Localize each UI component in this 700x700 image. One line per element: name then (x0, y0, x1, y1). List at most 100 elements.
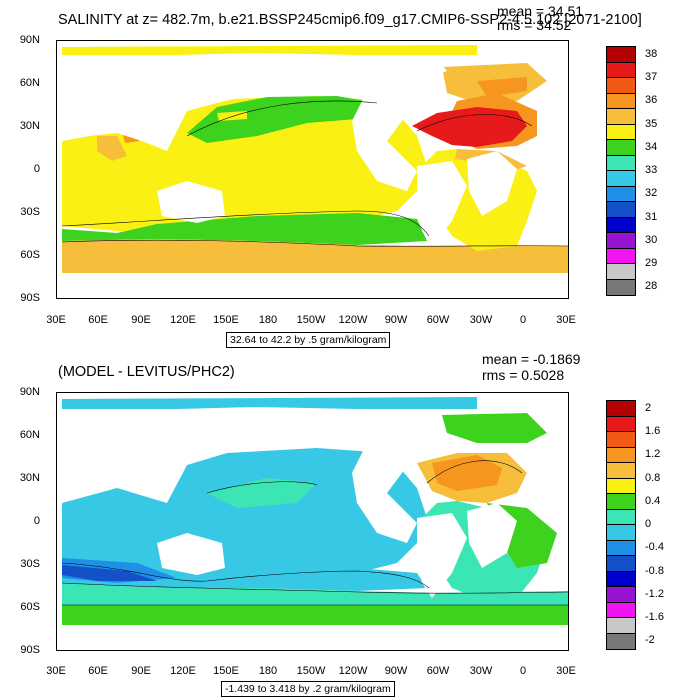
panel2-lon-label: 120W (338, 665, 368, 677)
colorbar-tick-label: 0 (645, 518, 652, 530)
panel2-map (56, 392, 569, 651)
panel2-lat-label: 60N (19, 429, 40, 441)
panel1-lon-label: 120E (170, 314, 196, 326)
colorbar-tick-label: 1.6 (645, 425, 661, 437)
colorbar-tick-label: 31 (645, 210, 658, 223)
colorbar-segment (607, 93, 635, 109)
panel2-lon-label: 120E (170, 665, 196, 677)
panel1-lat-label: 60S (20, 249, 40, 261)
colorbar-tick-label: 1.2 (645, 448, 661, 461)
panel1-lon-label: 60E (88, 314, 108, 326)
panel1-lon-label: 60W (426, 314, 450, 326)
colorbar-segment (607, 171, 635, 187)
colorbar-segment (607, 155, 635, 171)
panel2-title: (MODEL - LEVITUS/PHC2) (58, 364, 235, 380)
colorbar-segment (607, 264, 635, 280)
colorbar-segment (607, 202, 635, 218)
colorbar-segment (607, 618, 635, 634)
colorbar-tick-label: -1.2 (645, 587, 664, 600)
panel1-lat-label: 30N (19, 120, 40, 132)
colorbar-segment (607, 494, 635, 510)
panel2-lon-label: 90E (131, 665, 151, 677)
panel2-lon-label: 30W (469, 665, 493, 677)
panel2-lat-label: 30S (20, 558, 40, 570)
colorbar-segment (607, 186, 635, 202)
panel2-lon-label: 90W (384, 665, 408, 677)
panel2-lat-label: 90N (19, 386, 40, 398)
panel1-colorbar (606, 46, 636, 296)
colorbar-tick-label: -0.4 (645, 541, 664, 554)
colorbar-segment (607, 447, 635, 463)
colorbar-segment (607, 540, 635, 556)
colorbar-segment (607, 62, 635, 78)
panel1-rms: rms = 34.52 (497, 17, 572, 33)
colorbar-segment (607, 78, 635, 94)
colorbar-tick-label: 34 (645, 140, 658, 153)
panel1-lon-label: 150W (296, 314, 326, 326)
panel1-lat-label: 90S (20, 292, 40, 304)
panel2-lat-label: 30N (19, 472, 40, 484)
panel2-lon-label: 150E (213, 665, 239, 677)
colorbar-tick-label: 0.8 (645, 471, 661, 484)
colorbar-tick-label: 37 (645, 71, 658, 83)
panel1-lon-label: 30W (469, 314, 493, 326)
panel1-range-label: 32.64 to 42.2 by .5 gram/kilogram (226, 332, 391, 348)
panel2-mean: mean = -0.1869 (482, 351, 581, 367)
panel2-rms: rms = 0.5028 (482, 367, 565, 383)
panel1-lon-label: 90W (384, 314, 408, 326)
colorbar-tick-label: 2 (645, 401, 652, 414)
panel1-lat-label: 90N (19, 34, 40, 46)
colorbar-tick-label: 33 (645, 164, 658, 176)
panel1-lat-label: 0 (33, 163, 40, 175)
panel2-lon-label: 60W (426, 665, 450, 677)
colorbar-tick-label: 29 (645, 257, 658, 269)
colorbar-segment (607, 140, 635, 156)
colorbar-segment (607, 571, 635, 587)
colorbar-segment (607, 279, 635, 295)
colorbar-segment (607, 432, 635, 448)
colorbar-segment (607, 633, 635, 649)
colorbar-tick-label: 28 (645, 280, 658, 293)
panel1-salinity-field (57, 41, 568, 298)
colorbar-segment (607, 525, 635, 541)
panel1-lon-label: 120W (338, 314, 368, 326)
panel1-lat-label: 30S (20, 206, 40, 218)
panel1-lon-label: 0 (519, 314, 527, 326)
panel1-title: SALINITY at z= 482.7m, b.e21.BSSP245cmip… (58, 12, 642, 28)
colorbar-segment (607, 248, 635, 264)
colorbar-tick-label: -1.6 (645, 611, 664, 623)
colorbar-tick-label: 36 (645, 94, 658, 107)
panel1-lon-label: 30E (556, 314, 576, 326)
panel1-mean: mean = 34.51 (497, 3, 584, 19)
colorbar-segment (607, 401, 635, 417)
colorbar-segment (607, 109, 635, 125)
panel1-lon-label: 150E (213, 314, 239, 326)
panel1-map (56, 40, 569, 299)
colorbar-segment (607, 602, 635, 618)
panel2-lon-label: 180 (258, 665, 278, 677)
panel2-difference-field (57, 393, 568, 650)
panel2-lon-label: 150W (296, 665, 326, 677)
panel2-colorbar (606, 400, 636, 650)
panel1-lon-label: 30E (46, 314, 66, 326)
panel2-lon-label: 60E (88, 665, 108, 677)
panel1-lat-label: 60N (19, 77, 40, 89)
colorbar-segment (607, 416, 635, 432)
panel2-lon-label: 30E (46, 665, 66, 677)
panel1-lon-label: 180 (258, 314, 278, 326)
panel2-lat-label: 0 (33, 515, 40, 527)
colorbar-segment (607, 124, 635, 140)
colorbar-segment (607, 47, 635, 63)
colorbar-segment (607, 478, 635, 494)
colorbar-segment (607, 463, 635, 479)
panel2-lon-label: 30E (556, 665, 576, 677)
panel2-range-label: -1.439 to 3.418 by .2 gram/kilogram (221, 681, 395, 697)
colorbar-tick-label: -0.8 (645, 564, 664, 577)
colorbar-segment (607, 509, 635, 525)
colorbar-tick-label: 0.4 (645, 494, 661, 507)
colorbar-tick-label: 35 (645, 117, 658, 130)
colorbar-tick-label: 32 (645, 187, 658, 200)
panel2-lat-label: 60S (20, 601, 40, 613)
colorbar-tick-label: 38 (645, 47, 658, 60)
panel1-lon-label: 90E (131, 314, 151, 326)
